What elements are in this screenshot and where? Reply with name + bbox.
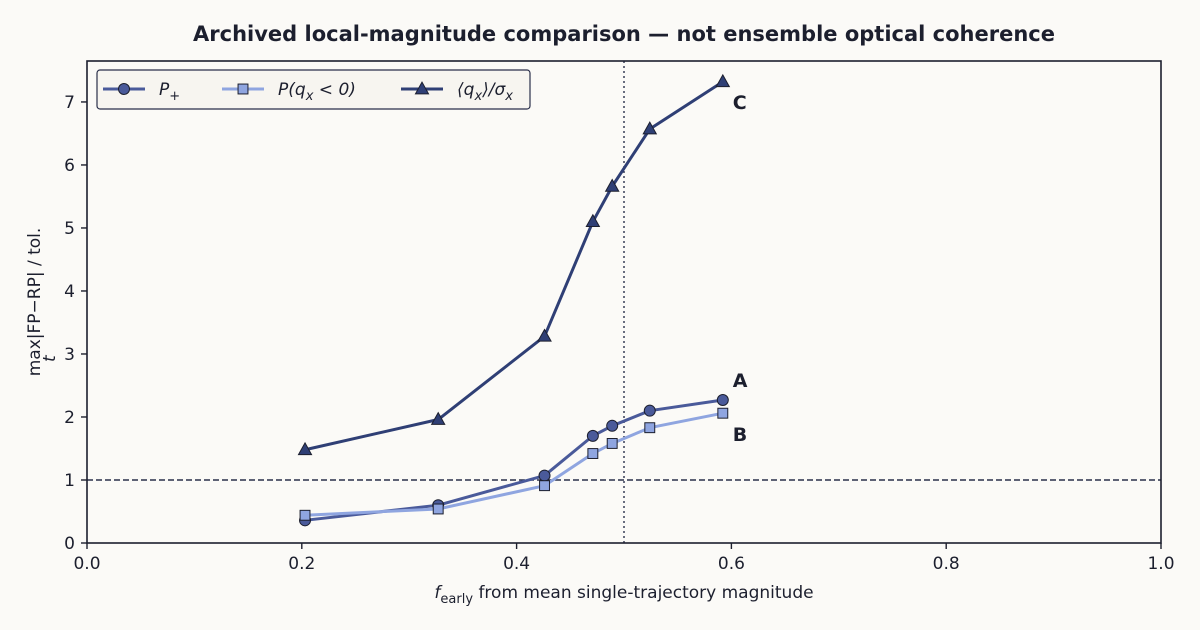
data-point [432,503,444,515]
legend-label: P+ [159,80,180,104]
y-tick-label: 0 [64,534,75,554]
data-point [715,73,731,88]
data-point [585,213,601,227]
data-point [537,328,552,342]
legend-label-sub: x [473,89,482,104]
x-axis-label: fearly from mean single-trajectory magni… [434,583,813,607]
reference-lines [87,61,1161,543]
legend-marker [237,83,249,95]
y-tick-label: 3 [64,345,75,365]
y-tick-label: 6 [64,156,75,176]
chart-title: Archived local-magnitude comparison — no… [193,22,1055,46]
legend-label-main: P [159,80,170,100]
x-tick-label: 1.0 [1147,554,1174,574]
x-tick-label: 0.6 [718,554,745,574]
plot-frame [86,60,1162,544]
series-layer [297,73,731,527]
legend-label-main: P(q [278,80,306,100]
x-axis-label-sub: early [440,592,473,607]
data-point [299,509,311,521]
series-annotation: A [733,370,748,392]
data-point [643,404,656,417]
y-axis-label: max|FP−RP| / tol. t [25,228,60,377]
legend-label-sub: + [169,89,180,104]
legend-label: ⟨qx⟩/σx [457,80,513,104]
data-point [644,422,656,434]
series-annotation: B [733,424,747,446]
y-tick-label: 5 [64,219,75,239]
data-point [430,411,446,425]
y-tick-label: 2 [64,408,75,428]
x-tick-label: 0.8 [933,554,960,574]
y-axis: 0 1 2 3 4 5 6 7 [64,93,87,554]
x-tick-label: 0.2 [288,554,315,574]
x-axis-label-rest: from mean single-trajectory magnitude [473,583,814,603]
x-axis-label-main: f [434,583,443,603]
y-tick-label: 4 [64,282,75,302]
x-axis: 0.0 0.2 0.4 0.6 0.8 1.0 [73,543,1175,574]
series-annotations: A B C [733,92,748,446]
x-tick-label: 0.4 [503,554,530,574]
y-axis-label-rest: |FP−RP| / tol. [25,228,45,340]
legend-box [96,69,531,110]
y-axis-label-sub: t [40,354,60,362]
data-point [717,407,729,419]
data-point [606,419,619,432]
svg-text:max|FP−RP| / tol.: max|FP−RP| / tol. [25,228,45,377]
data-point [604,178,620,192]
series-annotation: C [733,92,747,114]
data-point [642,121,658,135]
legend-marker [118,83,130,95]
data-point [539,480,550,492]
data-point [716,393,729,406]
data-point [586,429,599,442]
y-tick-label: 7 [64,93,75,113]
legend-label-rest: < 0) [313,80,356,100]
data-point [538,469,551,482]
data-point [587,448,599,459]
legend-label: P(qx < 0) [278,80,356,104]
data-point [606,437,618,449]
series-3 [297,73,731,456]
legend-marker [414,81,430,95]
y-tick-label: 1 [64,471,75,491]
legend: P+ P(qx < 0) ⟨qx⟩/σx [96,69,531,110]
data-point [297,441,313,456]
series-2 [299,407,729,521]
legend-label-rest: ⟩/σ [481,80,506,100]
y-axis-label-pre: max [25,339,45,376]
legend-label-sub2: x [504,89,513,104]
x-tick-label: 0.0 [73,554,100,574]
legend-label-main: ⟨q [457,80,475,100]
legend-label-sub: x [305,89,314,104]
